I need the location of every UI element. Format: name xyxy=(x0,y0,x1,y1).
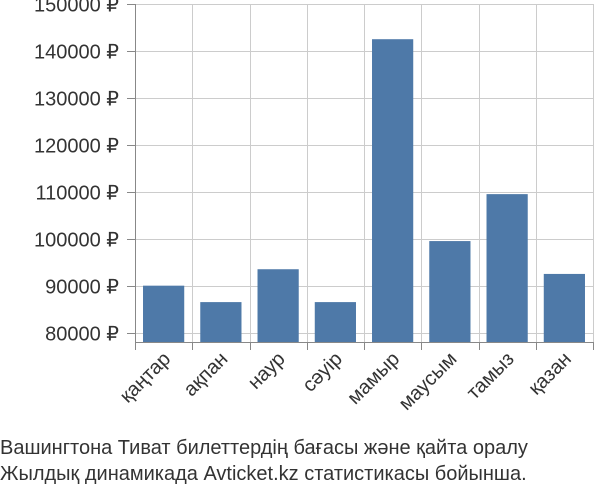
bar-7 xyxy=(543,273,585,342)
bar-6 xyxy=(486,194,528,342)
bar-chart: 80000 ₽ 90000 ₽ 100000 ₽ 110000 ₽ 120000 ₽ 13… xyxy=(34,0,594,415)
bar-1 xyxy=(200,302,242,342)
chart-canvas: 80000 ₽ 90000 ₽ 100000 ₽ 110000 ₽ 120000 ₽ 13… xyxy=(34,0,594,415)
caption-line-1: Вашингтона Тиват билеттердің бағасы және… xyxy=(0,437,528,459)
bar-5 xyxy=(429,241,471,342)
gridlines xyxy=(135,4,594,342)
x-tick-label: қаңтар xyxy=(116,348,175,407)
y-tick-label: 100000 ₽ xyxy=(34,230,119,252)
bar-2 xyxy=(257,269,299,342)
bar-4 xyxy=(372,39,414,342)
bar-0 xyxy=(143,285,185,342)
x-tick-label: сәуір xyxy=(298,348,347,397)
axes xyxy=(127,4,594,350)
x-tick-label: наур xyxy=(244,348,290,394)
x-tick-label: маусым xyxy=(395,348,462,415)
y-tick-label: 80000 ₽ xyxy=(45,324,119,346)
y-tick-label: 120000 ₽ xyxy=(34,136,119,158)
x-tick-label: тамыз xyxy=(463,348,519,404)
caption-line-2: Жылдық динамикада Avticket.kz статистика… xyxy=(0,463,527,485)
y-tick-label: 90000 ₽ xyxy=(45,277,119,299)
y-tick-labels: 80000 ₽ 90000 ₽ 100000 ₽ 110000 ₽ 120000 ₽ 13… xyxy=(34,0,119,346)
y-tick-label: 130000 ₽ xyxy=(34,89,119,111)
y-tick-label: 140000 ₽ xyxy=(34,42,119,64)
y-tick-label: 150000 ₽ xyxy=(34,0,119,17)
x-tick-label: қазан xyxy=(524,348,576,400)
y-tick-label: 110000 ₽ xyxy=(35,183,119,205)
x-tick-label: ақпан xyxy=(179,348,232,401)
bars xyxy=(143,39,585,342)
bar-3 xyxy=(314,302,356,342)
